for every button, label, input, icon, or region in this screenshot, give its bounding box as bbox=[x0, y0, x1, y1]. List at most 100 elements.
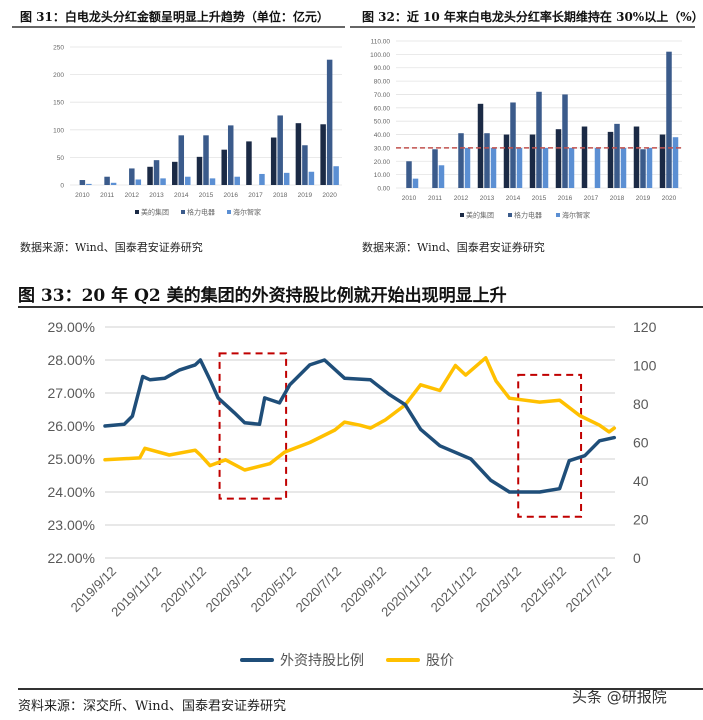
bar-美的集团-2014 bbox=[172, 161, 178, 185]
bar-美的集团-2020 bbox=[320, 124, 326, 185]
bar-海尔智家-2017 bbox=[594, 147, 601, 188]
x-tick-label: 2012 bbox=[454, 195, 469, 202]
figure32-title: 图 32：近 10 年来白电龙头分红率长期维持在 30%以上（%） bbox=[362, 10, 703, 24]
figure32-payout-chart: 0.00 10.00 20.00 30.00 40.00 50.00 60.00 70.00 8… bbox=[370, 39, 682, 220]
bar-海尔智家-2012 bbox=[464, 147, 471, 188]
bar-美的集团-2018 bbox=[270, 137, 277, 185]
x-tick-label: 2020/1/12 bbox=[158, 564, 210, 616]
bar-海尔智家-2011 bbox=[438, 165, 445, 188]
x-tick-label: 2021/3/12 bbox=[473, 564, 525, 616]
bar-格力电器-2020 bbox=[666, 51, 672, 188]
bar-美的集团-2015 bbox=[529, 134, 536, 188]
y-tick-label: 0.00 bbox=[377, 186, 390, 193]
y-tick-label: 40.00 bbox=[374, 132, 391, 139]
x-tick-label: 2021/7/12 bbox=[563, 564, 615, 616]
y-right-tick-label: 60 bbox=[633, 435, 649, 451]
bar-美的集团-2020 bbox=[659, 134, 666, 188]
bar-海尔智家-2018 bbox=[620, 147, 627, 188]
legend-label: 格力电器 bbox=[187, 208, 215, 217]
bar-海尔智家-2020 bbox=[672, 137, 679, 188]
x-tick-label: 2019 bbox=[636, 195, 651, 202]
bar-格力电器-2018 bbox=[614, 123, 620, 188]
x-tick-label: 2015 bbox=[199, 192, 214, 199]
x-tick-label: 2017 bbox=[248, 192, 263, 199]
bar-格力电器-2016 bbox=[227, 125, 234, 185]
legend-swatch bbox=[556, 213, 560, 217]
y-right-tick-label: 40 bbox=[633, 473, 649, 489]
figure31-title-rule bbox=[12, 26, 345, 28]
y-tick-label: 70.00 bbox=[374, 92, 391, 99]
bar-格力电器-2011 bbox=[432, 149, 438, 188]
bar-格力电器-2020 bbox=[326, 59, 333, 185]
figure31-source: 数据来源：Wind、国泰君安证券研究 bbox=[20, 241, 203, 254]
bar-美的集团-2016 bbox=[221, 149, 227, 185]
bar-海尔智家-2015 bbox=[209, 178, 216, 185]
x-tick-label: 2011 bbox=[428, 195, 442, 202]
bar-海尔智家-2016 bbox=[234, 176, 240, 185]
legend-label: 格力电器 bbox=[514, 211, 542, 220]
x-tick-label: 2020 bbox=[662, 195, 677, 202]
x-tick-label: 2021/1/12 bbox=[428, 564, 480, 616]
figure32-title-rule bbox=[350, 26, 695, 28]
bar-海尔智家-2020 bbox=[333, 166, 339, 185]
y-left-tick-label: 28.00% bbox=[48, 352, 95, 368]
bar-格力电器-2014 bbox=[510, 102, 516, 188]
y-tick-label: 60.00 bbox=[374, 105, 391, 112]
x-tick-label: 2013 bbox=[480, 195, 495, 202]
figure32-source: 数据来源：Wind、国泰君安证券研究 bbox=[362, 241, 545, 254]
bar-美的集团-2019 bbox=[295, 123, 302, 185]
x-tick-label: 2010 bbox=[402, 195, 417, 202]
y-left-tick-label: 22.00% bbox=[48, 550, 95, 566]
bar-海尔智家-2015 bbox=[542, 147, 549, 188]
y-tick-label: 30.00 bbox=[374, 145, 391, 152]
bar-格力电器-2011 bbox=[104, 176, 110, 185]
x-tick-label: 2017 bbox=[584, 195, 599, 202]
y-tick-label: 90.00 bbox=[374, 65, 391, 72]
bar-海尔智家-2016 bbox=[568, 147, 575, 188]
bar-海尔智家-2012 bbox=[135, 179, 142, 185]
bar-格力电器-2014 bbox=[178, 135, 185, 185]
x-tick-label: 2020/5/12 bbox=[248, 564, 300, 616]
legend-label-holding: 外资持股比例 bbox=[280, 652, 364, 668]
bar-海尔智家-2018 bbox=[283, 172, 290, 185]
legend-swatch bbox=[508, 213, 512, 217]
bar-海尔智家-2013 bbox=[160, 178, 166, 185]
figure33-legend: 外资持股比例 股价 bbox=[240, 650, 454, 670]
legend-label: 美的集团 bbox=[141, 208, 169, 217]
figure33-title-rule bbox=[18, 306, 703, 308]
legend-swatch bbox=[181, 210, 185, 214]
x-tick-label: 2016 bbox=[223, 192, 238, 199]
bar-美的集团-2014 bbox=[503, 134, 510, 188]
figure33-foreign-holding-chart: 22.00% 23.00% 24.00% 25.00% 26.00% 27.00% 28.0… bbox=[48, 319, 657, 619]
bar-海尔智家-2011 bbox=[110, 182, 117, 185]
y-tick-label: 250 bbox=[53, 45, 64, 52]
watermark: 头条 @研报院 bbox=[572, 688, 667, 706]
y-right-tick-label: 80 bbox=[633, 396, 649, 412]
y-left-tick-label: 23.00% bbox=[48, 517, 95, 533]
bar-格力电器-2015 bbox=[203, 135, 209, 185]
legend-label: 美的集团 bbox=[466, 211, 494, 220]
y-tick-label: 110.00 bbox=[371, 39, 391, 46]
y-left-tick-label: 25.00% bbox=[48, 451, 95, 467]
bar-海尔智家-2010 bbox=[86, 183, 92, 185]
bar-海尔智家-2019 bbox=[646, 147, 653, 188]
x-tick-label: 2010 bbox=[75, 192, 90, 199]
y-right-tick-label: 0 bbox=[633, 550, 641, 566]
y-right-tick-label: 120 bbox=[633, 319, 657, 335]
legend-swatch-holding bbox=[240, 658, 274, 662]
y-tick-label: 50 bbox=[57, 155, 65, 162]
legend-label-price: 股价 bbox=[426, 652, 454, 668]
y-right-tick-label: 20 bbox=[633, 512, 649, 528]
y-left-tick-label: 27.00% bbox=[48, 385, 95, 401]
bar-美的集团-2017 bbox=[581, 126, 588, 188]
x-tick-label: 2013 bbox=[149, 192, 164, 199]
x-tick-label: 2012 bbox=[125, 192, 140, 199]
bar-海尔智家-2014 bbox=[516, 147, 523, 188]
bar-美的集团-2013 bbox=[477, 103, 484, 188]
x-tick-label: 2016 bbox=[558, 195, 573, 202]
y-tick-label: 150 bbox=[53, 100, 64, 107]
bar-美的集团-2013 bbox=[147, 166, 153, 185]
x-tick-label: 2011 bbox=[100, 192, 114, 199]
x-tick-label: 2014 bbox=[506, 195, 521, 202]
figure31-title: 图 31：白电龙头分红金额呈明显上升趋势（单位：亿元） bbox=[20, 10, 329, 24]
